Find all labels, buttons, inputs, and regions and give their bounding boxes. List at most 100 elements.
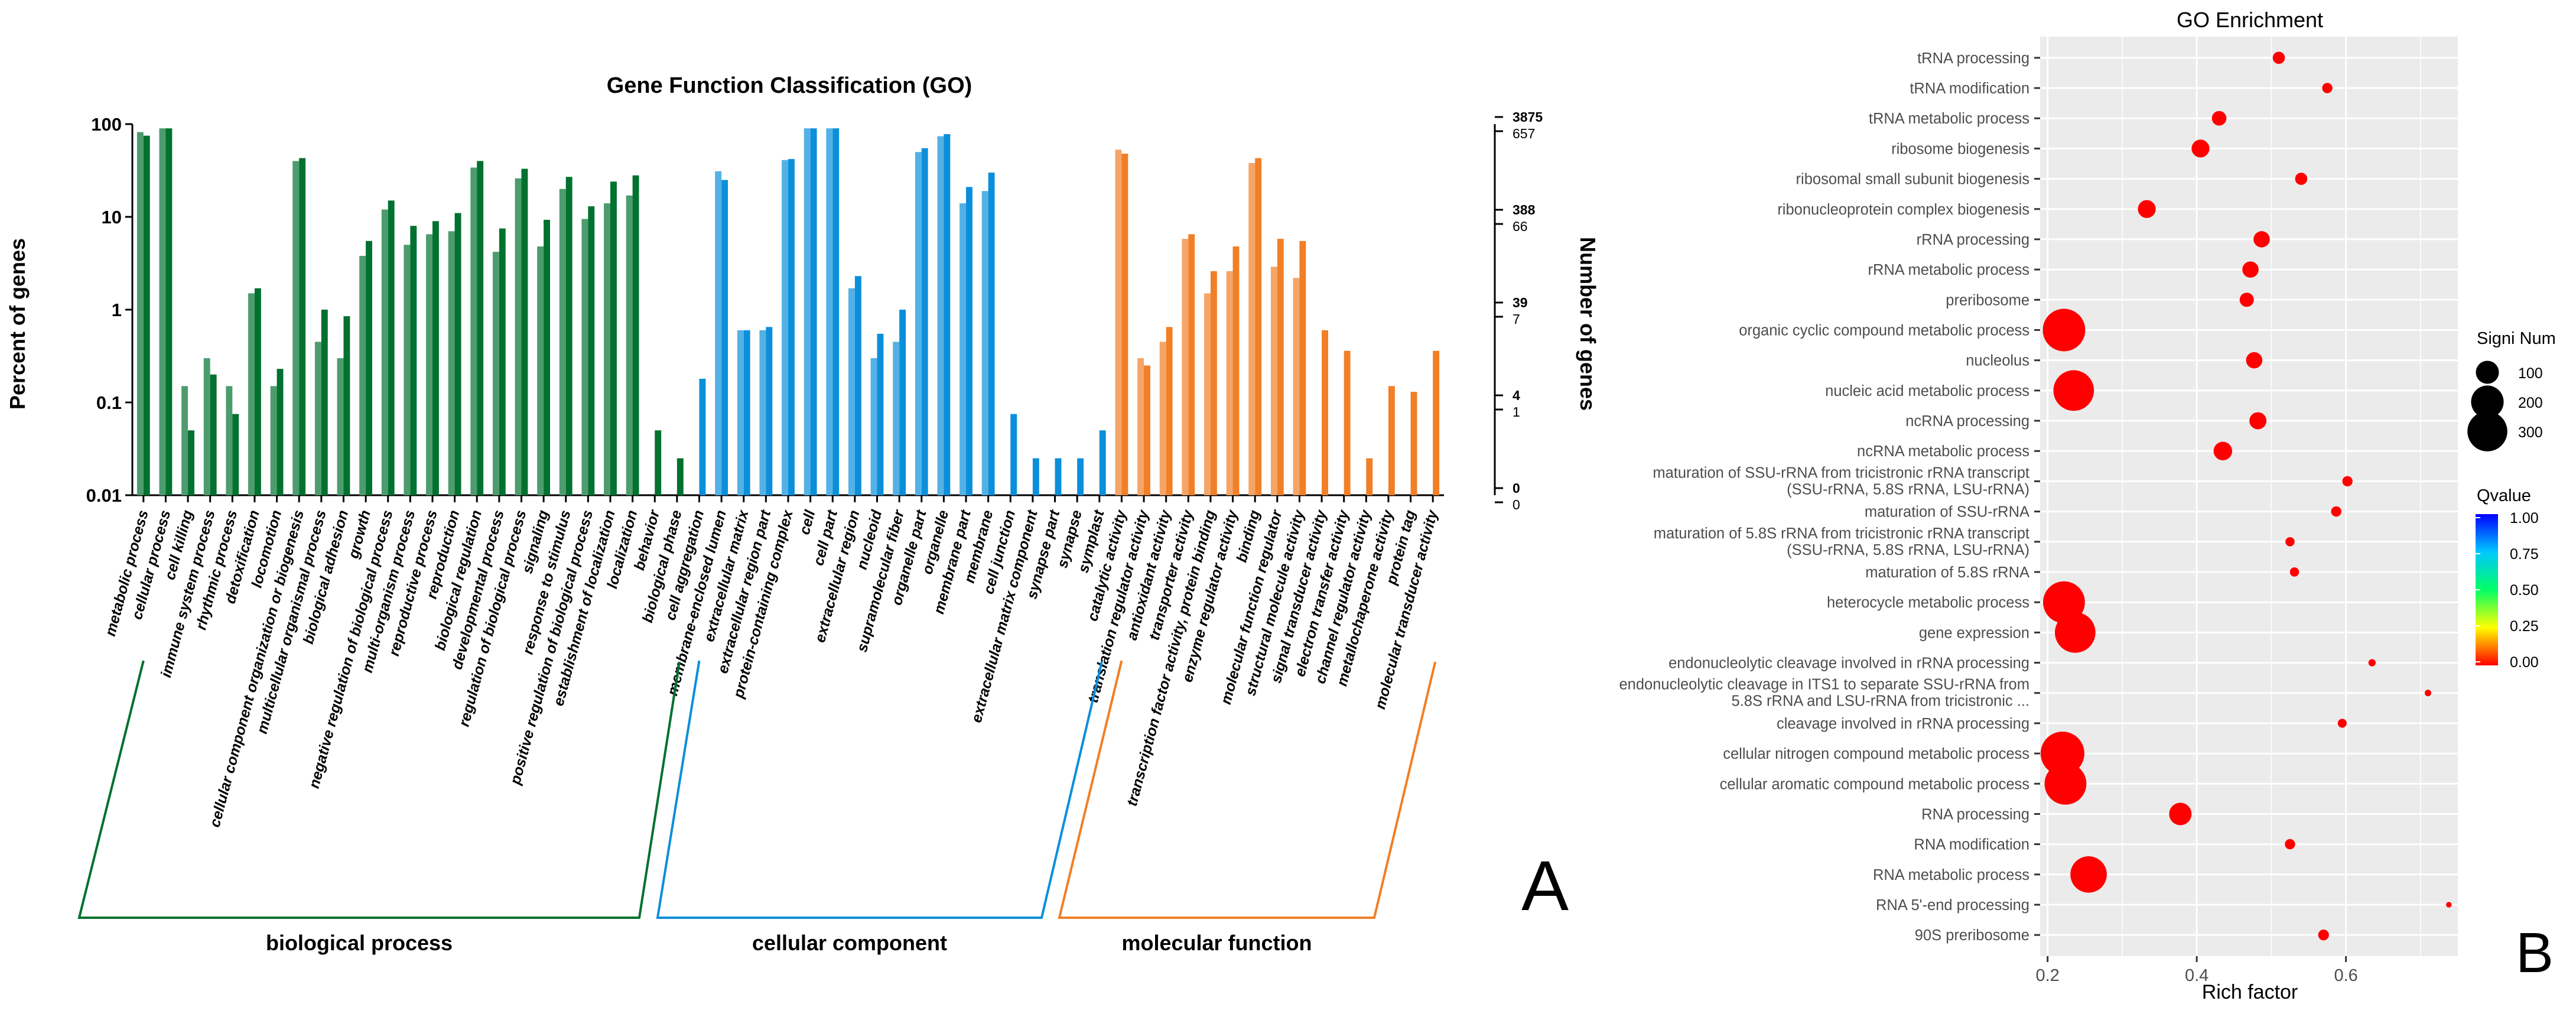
chart-b-point xyxy=(2446,902,2452,908)
chart-b-point xyxy=(2070,856,2107,893)
chart-b-point xyxy=(2295,173,2308,185)
bar xyxy=(232,414,239,495)
chart-b-point xyxy=(2239,293,2254,307)
bar xyxy=(321,310,328,495)
bar xyxy=(537,246,544,495)
chart-b-term-label: ncRNA metabolic process xyxy=(1857,443,2029,460)
chart-b-term-label: rRNA processing xyxy=(1917,232,2029,248)
bar xyxy=(477,161,484,496)
chart-b-term-label: nucleic acid metabolic process xyxy=(1825,383,2029,399)
chart-a-ylabel: Percent of genes xyxy=(5,238,30,410)
bar xyxy=(604,203,610,495)
bar xyxy=(314,342,321,495)
bar xyxy=(788,159,795,495)
bar xyxy=(248,293,255,495)
color-legend-title: Qvalue xyxy=(2477,486,2531,505)
chart-b-point xyxy=(2272,51,2285,64)
chart-a-bracket xyxy=(656,660,1103,919)
chart-a-ylabel-right: Number of genes xyxy=(1576,237,1600,411)
chart-a-right-tick-label: 0 xyxy=(1513,480,1520,496)
bar xyxy=(610,181,617,495)
bar xyxy=(899,310,906,495)
chart-b-point xyxy=(2342,476,2353,487)
chart-b-term-label: 90S preribosome xyxy=(1915,927,2029,944)
bar xyxy=(588,206,595,495)
bar xyxy=(515,178,522,495)
chart-b-term-label: heterocycle metabolic process xyxy=(1827,594,2029,611)
chart-b-term-label: organic cyclic compound metabolic proces… xyxy=(1739,322,2029,339)
chart-b-term-label: endonucleolytic cleavage in ITS1 to sepa… xyxy=(1619,677,2029,710)
bar xyxy=(1099,430,1106,495)
bar xyxy=(721,180,728,495)
chart-b-term-label: tRNA modification xyxy=(1910,80,2029,97)
color-legend-label: 1.00 xyxy=(2510,510,2539,527)
chart-b-term-label: ribosome biogenesis xyxy=(1891,141,2029,157)
bar xyxy=(1032,458,1039,495)
chart-a-bracket-label: cellular component xyxy=(752,931,947,955)
bar xyxy=(492,252,499,495)
bar xyxy=(988,173,995,496)
bar xyxy=(143,135,150,496)
bar xyxy=(1270,267,1277,495)
chart-b-point xyxy=(2337,719,2347,728)
bar xyxy=(632,175,639,495)
chart-a-bracket xyxy=(77,660,681,919)
chart-b-term-label: preribosome xyxy=(1946,292,2029,308)
chart-b-term-label: endonucleolytic cleavage involved in rRN… xyxy=(1668,655,2029,672)
chart-a-y-tick-label: 1 xyxy=(112,300,122,320)
bar xyxy=(1344,350,1351,495)
chart-b-point xyxy=(2253,231,2270,248)
size-legend-label: 200 xyxy=(2518,395,2543,411)
bar xyxy=(1248,163,1256,495)
bar xyxy=(1055,458,1062,495)
chart-a-right-tick-label: 7 xyxy=(1513,311,1520,327)
color-legend-label: 0.00 xyxy=(2510,654,2539,671)
chart-b-term-label: ncRNA processing xyxy=(1905,413,2029,430)
chart-b-point xyxy=(2318,930,2329,941)
bar xyxy=(499,228,506,495)
bar xyxy=(915,152,922,495)
bar xyxy=(410,226,417,495)
bar xyxy=(893,342,900,495)
chart-b-point xyxy=(2213,441,2233,460)
bar xyxy=(854,276,861,495)
chart-a-bracket-label: biological process xyxy=(266,931,453,955)
chart-b-title: GO Enrichment xyxy=(2177,8,2323,32)
color-legend-label: 0.50 xyxy=(2510,582,2539,599)
bar xyxy=(343,316,350,495)
bar xyxy=(1077,458,1084,495)
bar xyxy=(832,128,840,495)
bar xyxy=(381,209,388,495)
chart-b-point xyxy=(2042,308,2086,352)
size-legend-dot xyxy=(2467,411,2507,451)
chart-b-term-label: tRNA processing xyxy=(1917,50,2029,67)
chart-a-y-tick-label: 0.01 xyxy=(86,485,122,506)
bar xyxy=(937,136,944,495)
bar xyxy=(544,219,551,495)
bar xyxy=(1226,271,1233,495)
chart-b-plot-area xyxy=(2040,37,2458,956)
bar xyxy=(426,234,432,495)
bar xyxy=(870,358,877,495)
chart-b-point xyxy=(2331,506,2341,517)
chart-a-right-tick-label: 1 xyxy=(1513,404,1520,420)
bar xyxy=(1277,239,1284,495)
chart-b-term-label: maturation of 5.8S rRNA from tricistroni… xyxy=(1654,525,2029,558)
bar xyxy=(676,458,684,495)
bar xyxy=(1010,414,1017,495)
chart-a-right-tick-label: 66 xyxy=(1513,219,1528,234)
bar xyxy=(848,288,855,495)
chart-a-title: Gene Function Classification (GO) xyxy=(607,73,972,98)
bar xyxy=(1182,239,1189,495)
bar xyxy=(766,327,773,495)
chart-a-right-tick-label: 0 xyxy=(1513,497,1520,512)
chart-b-term-label: gene expression xyxy=(1919,625,2029,641)
chart-b-point xyxy=(2138,200,2156,218)
bar xyxy=(699,378,706,495)
bar xyxy=(292,161,300,496)
chart-b-term-label: maturation of 5.8S rRNA xyxy=(1865,564,2029,581)
bar xyxy=(165,128,173,495)
bar xyxy=(1159,342,1166,495)
chart-a-right-tick-label: 388 xyxy=(1513,202,1536,217)
bar xyxy=(804,128,811,495)
